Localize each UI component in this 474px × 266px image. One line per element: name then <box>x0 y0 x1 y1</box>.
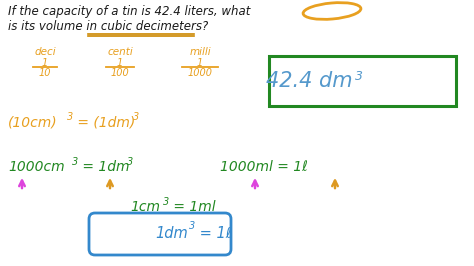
Text: is its volume in cubic decimeters?: is its volume in cubic decimeters? <box>8 20 208 33</box>
Text: 1cm: 1cm <box>130 200 160 214</box>
Text: 1dm: 1dm <box>155 226 188 240</box>
Text: = 1ml: = 1ml <box>169 200 216 214</box>
Text: 3: 3 <box>163 197 169 207</box>
Text: 1: 1 <box>42 58 48 68</box>
Text: milli: milli <box>189 47 211 57</box>
Text: centi: centi <box>107 47 133 57</box>
Text: 42.4 dm: 42.4 dm <box>266 71 353 91</box>
Text: 100: 100 <box>110 68 129 78</box>
Text: If the capacity of a tin is 42.4 liters, what: If the capacity of a tin is 42.4 liters,… <box>8 5 250 18</box>
FancyBboxPatch shape <box>269 56 456 106</box>
Text: 3: 3 <box>189 221 195 231</box>
Text: 1: 1 <box>197 58 203 68</box>
Text: 1000cm: 1000cm <box>8 160 64 174</box>
Text: 1000ml = 1ℓ: 1000ml = 1ℓ <box>220 160 308 174</box>
Text: 3: 3 <box>72 157 78 167</box>
Text: 3: 3 <box>355 69 363 82</box>
Text: = 1dm: = 1dm <box>78 160 129 174</box>
Text: 10: 10 <box>39 68 51 78</box>
Text: (10cm): (10cm) <box>8 115 58 129</box>
Text: deci: deci <box>34 47 56 57</box>
Text: 3: 3 <box>67 112 73 122</box>
Text: 3: 3 <box>127 157 133 167</box>
Text: = 1ℓ: = 1ℓ <box>195 226 232 240</box>
Text: 1: 1 <box>117 58 123 68</box>
Text: = (1dm): = (1dm) <box>73 115 135 129</box>
Text: 3: 3 <box>133 112 139 122</box>
FancyBboxPatch shape <box>89 213 231 255</box>
Text: 1000: 1000 <box>188 68 212 78</box>
